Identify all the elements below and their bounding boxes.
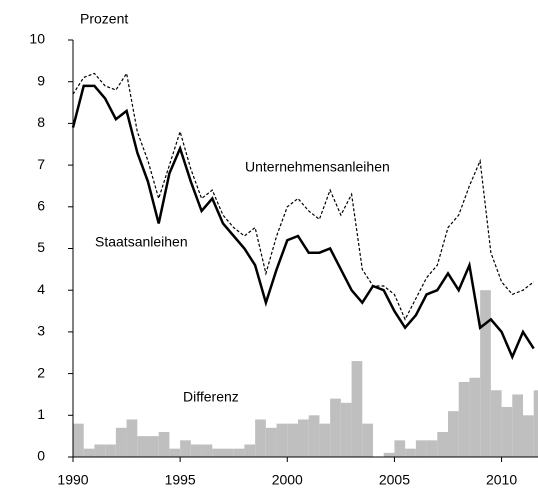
y-tick-label: 9 — [37, 72, 45, 88]
difference-bar — [73, 423, 84, 457]
difference-bar — [415, 440, 427, 457]
difference-bar — [255, 419, 266, 457]
y-tick-label: 7 — [37, 156, 45, 172]
y-tick-label: 0 — [37, 448, 45, 464]
difference-bar — [426, 440, 438, 457]
difference-bar — [458, 381, 470, 457]
x-tick-label: 2010 — [486, 472, 517, 488]
difference-bar — [169, 448, 181, 457]
difference-bar — [362, 423, 373, 457]
difference-bar — [533, 390, 538, 457]
y-tick-label: 6 — [37, 198, 45, 214]
difference-bar — [405, 448, 416, 457]
difference-bar — [287, 423, 298, 457]
y-tick-label: 2 — [37, 364, 45, 380]
series-label: Staatsanleihen — [95, 234, 188, 250]
difference-bar — [83, 448, 95, 457]
difference-bar — [490, 390, 502, 457]
difference-bar — [223, 448, 234, 457]
difference-bar — [501, 406, 513, 457]
x-tick-label: 2000 — [272, 472, 303, 488]
difference-bar — [148, 436, 159, 457]
difference-bar — [319, 423, 331, 457]
difference-bar — [265, 427, 277, 457]
difference-bar — [308, 415, 320, 457]
line-dashed — [72, 71, 535, 321]
difference-bar — [126, 419, 138, 457]
plot-area — [71, 71, 538, 457]
line-solid — [71, 84, 535, 361]
difference-bar — [340, 402, 352, 457]
difference-bar — [448, 411, 459, 457]
x-tick-label: 1990 — [57, 472, 88, 488]
difference-bar — [105, 444, 116, 457]
difference-bar — [523, 415, 534, 457]
y-tick-label: 1 — [37, 406, 45, 422]
difference-bar — [480, 290, 491, 457]
difference-bar — [212, 448, 223, 457]
difference-bar — [298, 419, 309, 457]
difference-bar — [437, 431, 448, 457]
difference-bar — [330, 398, 341, 457]
difference-bar — [469, 377, 481, 457]
difference-bar — [244, 444, 256, 457]
difference-bar — [276, 423, 288, 457]
difference-bar — [201, 444, 213, 457]
difference-bar — [115, 427, 127, 457]
series-label: Unternehmensanleihen — [245, 159, 390, 175]
difference-bar — [137, 436, 148, 457]
y-tick-label: 4 — [37, 281, 45, 297]
x-tick-label: 1995 — [165, 472, 196, 488]
difference-bar — [351, 361, 363, 457]
difference-bar — [158, 431, 170, 457]
series-label: Differenz — [183, 389, 239, 405]
difference-bar — [394, 440, 406, 457]
y-tick-label: 5 — [37, 239, 45, 255]
y-tick-label: 10 — [29, 31, 45, 47]
y-tick-label: 3 — [37, 323, 45, 339]
difference-bar — [383, 452, 395, 457]
difference-bar — [512, 394, 523, 457]
difference-bar — [233, 448, 245, 457]
difference-bar — [94, 444, 106, 457]
difference-bar — [180, 440, 191, 457]
y-axis-label: Prozent — [80, 11, 128, 27]
y-tick-label: 8 — [37, 114, 45, 130]
difference-bar — [190, 444, 202, 457]
x-tick-label: 2005 — [379, 472, 410, 488]
